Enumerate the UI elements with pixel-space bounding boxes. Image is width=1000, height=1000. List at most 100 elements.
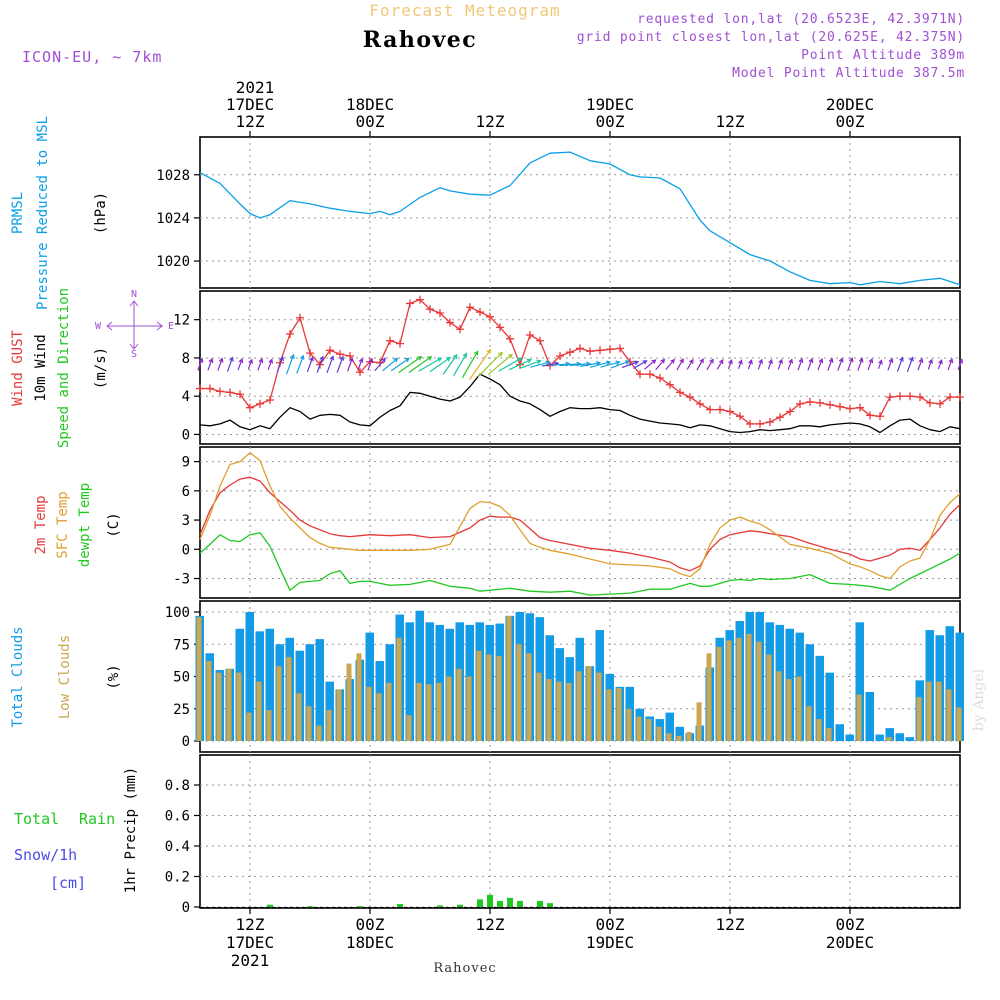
- gust-marker: [576, 344, 584, 353]
- low-cloud-bar: [226, 668, 232, 741]
- wind-arrow: [937, 359, 943, 370]
- low-cloud-bar: [916, 697, 922, 741]
- total-cloud-bar: [885, 728, 894, 741]
- tick-label-precip: 0.2: [165, 870, 190, 886]
- wind-arrow-shaft: [676, 358, 684, 371]
- wind-arrow-shaft: [306, 357, 314, 372]
- low-cloud-bar: [656, 726, 662, 741]
- compass-n: N: [131, 289, 137, 300]
- total-cloud-bar: [305, 644, 314, 741]
- wind-arrow-shaft: [541, 362, 559, 367]
- wind-arrow: [217, 357, 224, 371]
- gust-marker: [706, 405, 714, 414]
- wind-arrow-head: [473, 350, 479, 356]
- precip-snow-label: Snow/1h: [14, 846, 77, 864]
- low-cloud-bar: [646, 719, 652, 741]
- low-cloud-bar: [616, 688, 622, 741]
- wind-arrow-head: [909, 356, 914, 362]
- wind-arrow: [276, 355, 284, 373]
- wind-arrow-shaft: [247, 359, 253, 370]
- low-cloud-bar: [366, 686, 372, 741]
- low-cloud-bar: [466, 676, 472, 741]
- wind-arrow-head: [427, 356, 433, 361]
- wind-arrow-head: [258, 357, 264, 364]
- low-cloud-bar: [696, 702, 702, 741]
- wind-arrow-head: [299, 354, 305, 360]
- gust-marker: [536, 336, 544, 345]
- wind-arrow-head: [368, 357, 374, 364]
- wind-arrow-head: [229, 356, 234, 362]
- low-cloud-bar: [766, 654, 772, 741]
- wind-arrow-shaft: [398, 356, 422, 374]
- wind-arrow-head: [248, 358, 253, 364]
- precip-bar: [437, 905, 443, 907]
- wind-arrow-shaft: [621, 361, 639, 369]
- temp-labels: 2m Temp SFC Temp dewpt Temp (C): [33, 483, 122, 567]
- low-cloud-bar: [806, 706, 812, 741]
- wind-arrow-head: [348, 356, 354, 363]
- low-cloud-bar: [596, 672, 602, 741]
- wind-arrow-shaft: [267, 359, 273, 370]
- wind-arrow-head: [651, 359, 657, 364]
- low-cloud-bar: [386, 682, 392, 741]
- wind-arrow-head: [329, 355, 335, 361]
- gust-marker: [206, 384, 214, 393]
- wind-arrow-shaft: [797, 358, 803, 371]
- wind-direction-arrows: [197, 348, 964, 380]
- wind-arrow: [706, 358, 714, 371]
- bottom-date-label: 20DEC: [826, 933, 874, 952]
- gust-marker: [696, 399, 704, 408]
- wind-unit: (m/s): [93, 347, 109, 389]
- pressure-labels: PRMSL Pressure Reduced to MSL (hPa): [10, 116, 109, 310]
- total-cloud-bar: [845, 734, 854, 741]
- precip-bar: [507, 897, 513, 907]
- wind-arrow-head: [768, 358, 773, 365]
- wind-arrow: [737, 359, 743, 370]
- wind-arrow: [797, 357, 804, 371]
- bottom-year-label: 2021: [231, 951, 270, 970]
- wind-arrow-head: [462, 352, 468, 358]
- gust-marker: [656, 374, 664, 383]
- wind-arrow-head: [778, 358, 783, 364]
- wind-arrow: [837, 357, 844, 371]
- wind-arrow: [418, 357, 443, 372]
- wind-arrow-shaft: [807, 358, 813, 371]
- low-cloud-label: Low Clouds: [57, 635, 73, 719]
- gust-marker: [836, 402, 844, 411]
- wind-arrow-head: [198, 357, 204, 363]
- wind-arrow-head: [679, 358, 684, 364]
- wind-arrow-head: [452, 353, 458, 359]
- gust-marker: [936, 399, 944, 408]
- wind-arrow-head: [208, 357, 214, 364]
- wind-arrow: [326, 355, 335, 374]
- tick-label-precip: 0: [182, 900, 190, 916]
- wind-arrow-shaft: [857, 358, 863, 371]
- wind-arrow: [390, 357, 410, 372]
- gust-marker: [796, 399, 804, 408]
- cloud-unit: (%): [106, 664, 122, 689]
- wind-arrow-head: [358, 357, 364, 363]
- low-cloud-bar: [446, 676, 452, 741]
- precip-cm-label: [cm]: [50, 874, 86, 892]
- gust-marker: [406, 299, 414, 308]
- gust-marker: [776, 413, 784, 422]
- wind-arrow-head: [526, 358, 532, 364]
- top-year: 2021: [236, 78, 275, 97]
- low-cloud-bar: [326, 710, 332, 741]
- gust-marker: [596, 346, 604, 355]
- gust-marker: [896, 392, 904, 401]
- panel-frame-pressure: [199, 136, 961, 289]
- low-cloud-bar: [816, 719, 822, 741]
- top-date-label: 18DEC: [346, 95, 394, 114]
- tick-label-precip: 0.4: [165, 839, 190, 855]
- compass-s: S: [131, 349, 137, 360]
- wind-arrow-head: [888, 357, 894, 364]
- cloud-labels: Total Clouds Low Clouds (%): [10, 626, 122, 727]
- precip-bar: [497, 900, 503, 907]
- wind-arrow-head: [417, 355, 423, 361]
- low-cloud-bar: [946, 689, 952, 741]
- gust-marker: [456, 325, 464, 334]
- low-cloud-bar: [786, 679, 792, 741]
- low-cloud-bar: [196, 617, 202, 741]
- wind-arrow-head: [595, 361, 602, 366]
